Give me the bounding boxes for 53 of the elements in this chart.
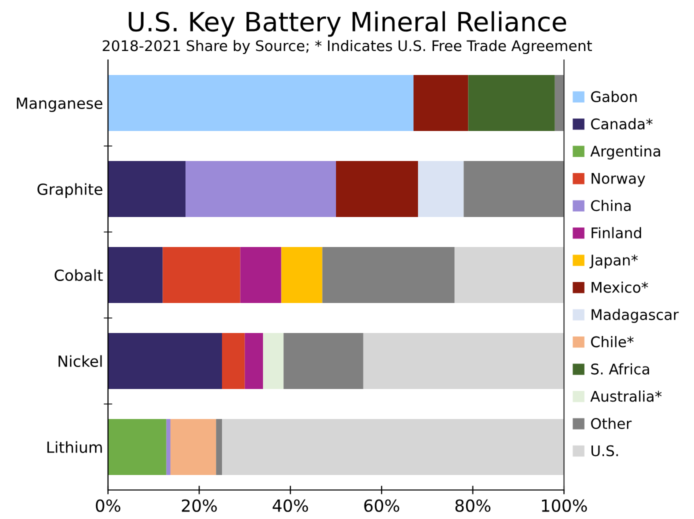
y-tick-label: Cobalt <box>54 269 103 282</box>
legend-label: Argentina <box>590 145 660 160</box>
legend-label: Gabon <box>591 90 637 102</box>
legend-label: Mexico* <box>592 282 648 293</box>
bar <box>108 333 222 389</box>
bar <box>414 75 468 131</box>
legend-label: Canada* <box>591 118 653 130</box>
legend-label: S. Africa <box>591 363 650 375</box>
x-tick-label: 0% <box>96 499 120 512</box>
bar <box>284 333 364 389</box>
x-tick-label: 60% <box>364 499 400 512</box>
legend-label: Other <box>591 418 632 430</box>
bar <box>108 161 186 217</box>
bar <box>216 419 222 475</box>
bar <box>244 333 264 389</box>
bar <box>363 333 564 389</box>
bar <box>186 161 336 217</box>
bar <box>170 419 216 475</box>
bar <box>554 75 564 131</box>
x-tick-label: 40% <box>272 499 308 512</box>
bar <box>108 247 163 303</box>
bar <box>336 161 418 217</box>
bar <box>108 75 414 131</box>
y-tick-label: Nickel <box>58 355 102 368</box>
legend-label: Norway <box>592 173 646 187</box>
bar <box>222 419 564 475</box>
bar <box>108 419 166 475</box>
legend-label: China <box>591 200 631 212</box>
chart-subtitle: 2018-2021 Share by Source; * Indicates U.S. Free Trade Agreement <box>102 40 592 54</box>
x-tick-label: 80% <box>455 499 490 512</box>
bar <box>222 333 245 389</box>
bar <box>162 247 240 303</box>
x-tick-label: 100% <box>542 499 587 512</box>
y-tick-label: Lithium <box>47 441 102 454</box>
y-tick-label: Manganese <box>16 98 102 112</box>
bar <box>418 161 464 217</box>
bar <box>464 161 564 217</box>
bar <box>322 247 455 303</box>
bar <box>281 247 322 303</box>
bar <box>240 247 282 303</box>
legend-label: Finland <box>592 227 642 238</box>
legend-label: Australia* <box>590 390 662 402</box>
legend-label: Japan* <box>589 254 638 268</box>
legend-label: U.S. <box>592 445 618 456</box>
legend-label: Madagascar <box>592 308 679 323</box>
x-tick-label: 20% <box>182 499 217 512</box>
bar <box>166 419 170 475</box>
bar <box>263 333 284 389</box>
chart-title: U.S. Key Battery Mineral Reliance <box>128 11 566 37</box>
bar <box>454 247 564 303</box>
legend-label: Chile* <box>591 336 634 348</box>
y-tick-label: Graphite <box>38 183 102 198</box>
bar <box>468 75 555 131</box>
